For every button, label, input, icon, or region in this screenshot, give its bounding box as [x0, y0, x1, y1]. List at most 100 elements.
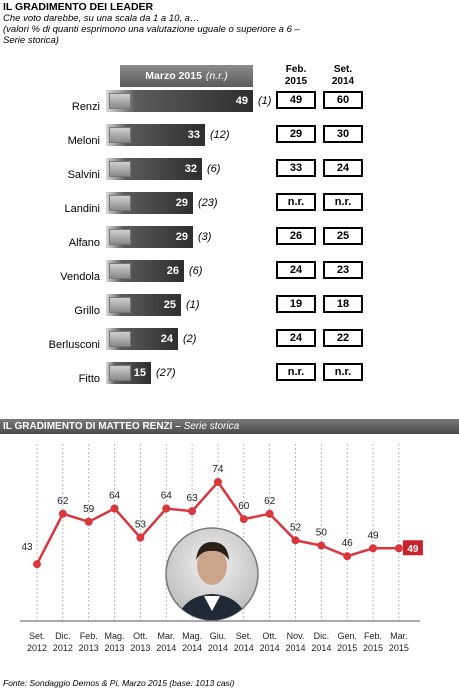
data-point	[84, 517, 93, 526]
leader-value: 29	[175, 197, 188, 209]
set-2014-header-line-2: 2014	[331, 76, 355, 87]
feb-2015-value: 24	[276, 261, 316, 279]
x-tick-year: 2014	[260, 643, 280, 653]
leaders-title: IL GRADIMENTO DEI LEADER	[3, 1, 154, 13]
current-column-note: (n.r.)	[205, 70, 228, 82]
feb-2015-value: n.r.	[276, 193, 316, 211]
x-tick-year: 2015	[389, 643, 409, 653]
leader-name: Alfano	[68, 237, 100, 249]
portrait-shirt	[204, 596, 220, 611]
data-label: 52	[290, 522, 302, 533]
x-tick-year: 2015	[337, 643, 357, 653]
data-label: 43	[21, 542, 33, 553]
data-point	[213, 478, 222, 486]
data-point	[162, 504, 171, 513]
feb-2015-header-line-1: Feb.	[285, 64, 307, 75]
x-tick-year: 2013	[79, 643, 99, 653]
x-tick-month: Mar.	[157, 631, 175, 641]
current-column-header: Marzo 2015 (n.r.)	[120, 65, 253, 87]
set-2014-header-line-1: Set.	[333, 64, 353, 75]
renzi-section-title: IL GRADIMENTO DI MATTEO RENZI	[3, 421, 173, 432]
x-tick-month: Dic.	[314, 631, 330, 641]
leader-name: Vendola	[60, 271, 100, 283]
data-point	[369, 544, 378, 553]
title-dash: –	[175, 421, 184, 432]
x-tick-month: Set.	[29, 631, 45, 641]
x-tick-month: Feb.	[364, 631, 382, 641]
leader-name: Meloni	[67, 135, 100, 147]
leader-rank: (2)	[183, 333, 197, 345]
data-label: 50	[316, 528, 328, 539]
x-tick-month: Mar.	[390, 631, 408, 641]
set-2014-value: 23	[323, 261, 363, 279]
feb-2015-value: 26	[276, 227, 316, 245]
x-tick-month: Giu.	[210, 631, 227, 641]
data-label: 62	[57, 496, 69, 507]
data-point	[317, 541, 326, 550]
leader-name: Landini	[64, 203, 100, 215]
data-label: 63	[187, 493, 199, 504]
set-2014-header: Set. 2014	[323, 64, 363, 88]
set-2014-value: n.r.	[323, 193, 363, 211]
leader-photo	[109, 161, 131, 177]
leader-rank: (1)	[186, 299, 200, 311]
set-2014-value: 22	[323, 329, 363, 347]
leader-photo	[109, 127, 131, 143]
leader-value: 24	[160, 333, 173, 345]
leader-value: 33	[187, 129, 200, 141]
data-label: 46	[342, 538, 354, 549]
x-tick-month: Dic.	[55, 631, 71, 641]
x-tick-year: 2014	[156, 643, 176, 653]
data-label: 62	[264, 496, 276, 507]
data-point	[110, 504, 119, 513]
leader-rank: (12)	[210, 129, 230, 141]
leader-photo	[109, 195, 131, 211]
leader-photo	[109, 365, 131, 381]
leader-photo	[109, 229, 131, 245]
subtitle-line-1: Che voto darebbe, su una scala da 1 a 10…	[3, 13, 200, 24]
renzi-portrait	[165, 527, 259, 621]
leader-value: 26	[166, 265, 179, 277]
data-label: 64	[109, 491, 121, 502]
x-tick-month: Set.	[236, 631, 252, 641]
set-2014-value: 24	[323, 159, 363, 177]
leader-value: 15	[133, 367, 146, 379]
feb-2015-header-line-2: 2015	[284, 76, 308, 87]
x-tick-month: Gen.	[337, 631, 357, 641]
data-point	[136, 533, 145, 542]
data-label: 49	[367, 530, 379, 541]
x-tick-month: Mag.	[105, 631, 125, 641]
leader-name: Salvini	[67, 169, 100, 181]
leader-rank: (23)	[198, 197, 218, 209]
x-tick-year: 2013	[105, 643, 125, 653]
feb-2015-value: n.r.	[276, 363, 316, 381]
leader-rank: (6)	[207, 163, 221, 175]
source-footnote: Fonte: Sondaggio Demos & Pi, Marzo 2015 …	[3, 678, 235, 688]
data-label: 60	[238, 501, 250, 512]
data-label: 49	[407, 544, 419, 555]
current-column-label: Marzo 2015	[145, 70, 202, 82]
x-tick-year: 2014	[208, 643, 228, 653]
set-2014-value: 25	[323, 227, 363, 245]
leader-rank: (6)	[189, 265, 203, 277]
leader-value: 49	[235, 95, 248, 107]
x-tick-year: 2014	[234, 643, 254, 653]
feb-2015-value: 24	[276, 329, 316, 347]
feb-2015-value: 33	[276, 159, 316, 177]
feb-2015-header: Feb. 2015	[276, 64, 316, 88]
data-point	[265, 509, 274, 518]
x-tick-year: 2014	[285, 643, 305, 653]
x-tick-year: 2015	[363, 643, 383, 653]
data-point	[291, 536, 300, 545]
data-point	[394, 544, 403, 553]
data-label: 59	[83, 504, 95, 515]
leader-value: 32	[184, 163, 197, 175]
renzi-section-subtitle: Serie storica	[183, 421, 240, 432]
renzi-section-band: IL GRADIMENTO DI MATTEO RENZI – Serie st…	[0, 419, 459, 434]
leader-rank: (1)	[258, 95, 272, 107]
portrait-hair	[196, 542, 229, 560]
leader-name: Fitto	[78, 373, 100, 385]
x-tick-year: 2014	[182, 643, 202, 653]
x-tick-year: 2013	[130, 643, 150, 653]
feb-2015-value: 49	[276, 91, 316, 109]
